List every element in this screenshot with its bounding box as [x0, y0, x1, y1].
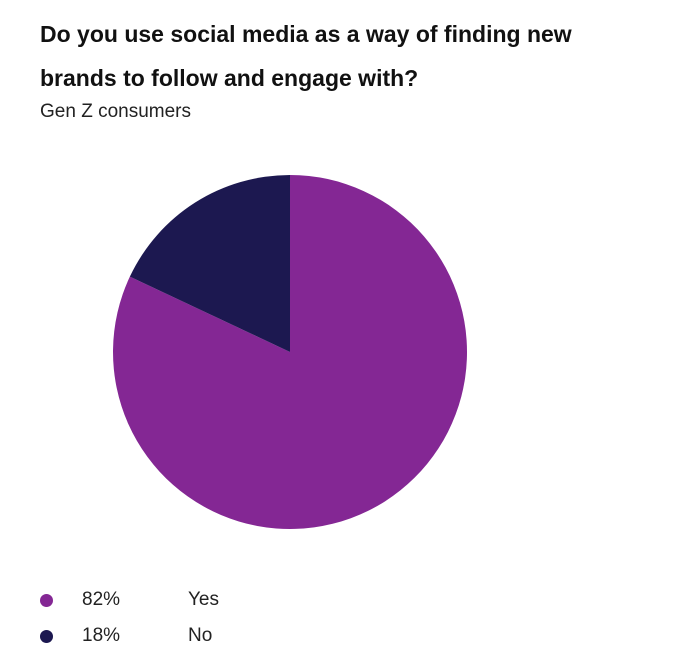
pie-slice-yes [113, 175, 468, 529]
legend-swatch-yes [40, 593, 53, 607]
chart-legend: 82% Yes 18% No [40, 582, 219, 654]
legend-label-no: No [188, 625, 213, 646]
legend-item-no: 18% No [40, 618, 219, 654]
chart-subtitle: Gen Z consumers [40, 101, 191, 122]
legend-label-yes: Yes [188, 589, 219, 610]
legend-item-yes: 82% Yes [40, 582, 219, 618]
legend-value-no: 18% [82, 625, 121, 646]
pie-slice-no [129, 175, 290, 352]
chart-title: Do you use social media as a way of find… [40, 21, 572, 91]
legend-value-yes: 82% [82, 589, 121, 610]
legend-swatch-no [40, 629, 53, 643]
